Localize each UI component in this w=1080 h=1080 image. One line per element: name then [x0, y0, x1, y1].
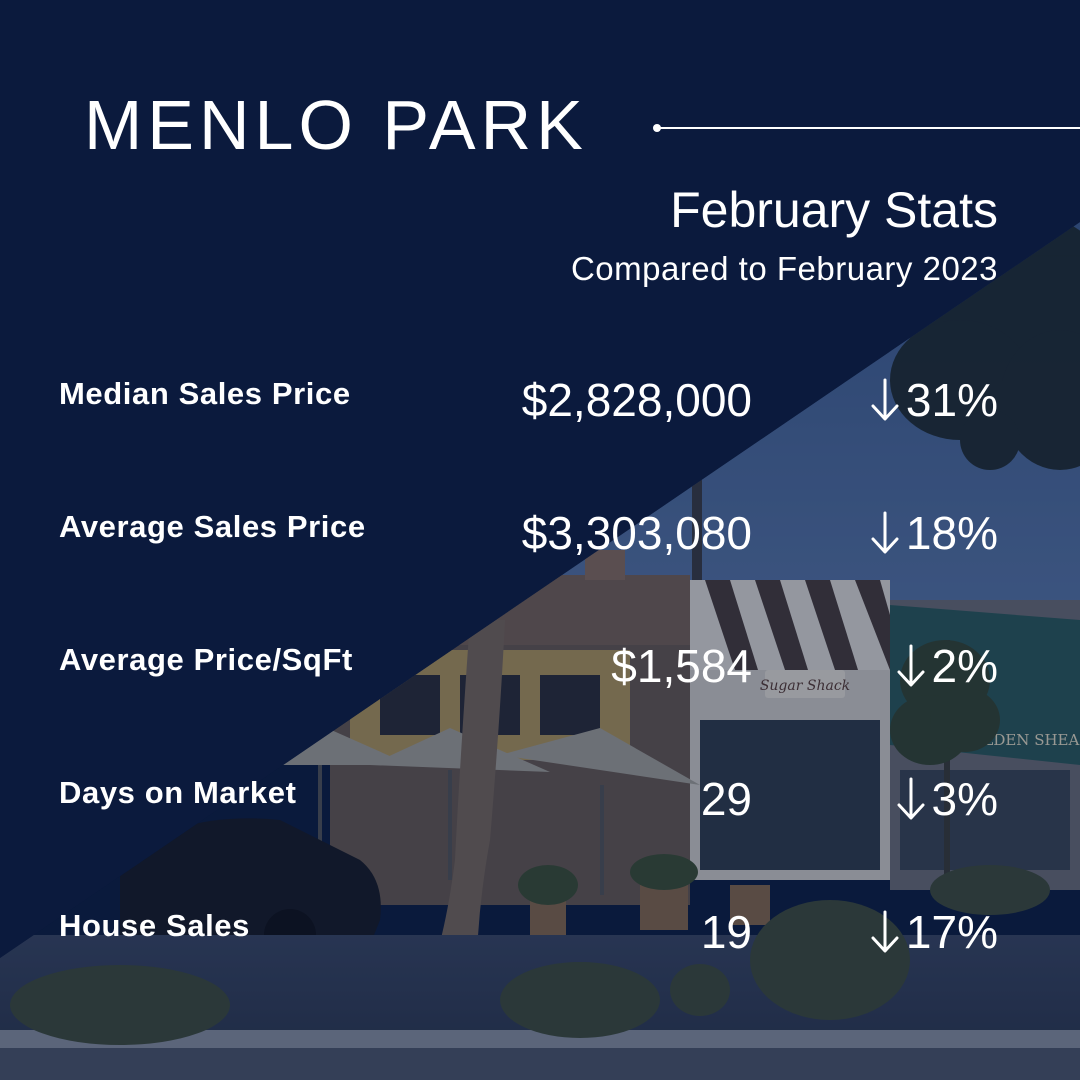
comparison-note: Compared to February 2023 [570, 250, 998, 287]
down-arrow-icon [870, 376, 900, 424]
stat-change: 31% [870, 370, 998, 430]
stat-label: Median Sales Price [59, 376, 351, 411]
stat-change-percent: 3% [931, 773, 998, 825]
down-arrow-icon [896, 642, 926, 690]
stat-row-average-sales-price: Average Sales Price $3,303,080 18% [0, 503, 1080, 573]
stat-value: 29 [700, 773, 752, 825]
stat-row-days-on-market: Days on Market 29 3% [0, 769, 1080, 839]
stat-change: 3% [896, 769, 998, 829]
stat-change-percent: 18% [905, 507, 998, 559]
down-arrow-icon [870, 908, 900, 956]
stat-value: $1,584 [611, 640, 752, 692]
stat-change-percent: 31% [905, 374, 998, 426]
stat-label: Days on Market [59, 775, 297, 810]
stat-label: Average Sales Price [59, 509, 366, 544]
stat-change: 17% [870, 902, 998, 962]
subtitle: February Stats [670, 182, 998, 238]
title-divider-line [656, 127, 1080, 129]
stat-change: 18% [870, 503, 998, 563]
stat-row-average-price-sqft: Average Price/SqFt $1,584 2% [0, 636, 1080, 706]
sugar-shack-sign: Sugar Shack [760, 678, 850, 694]
down-arrow-icon [896, 775, 926, 823]
stat-change: 2% [896, 636, 998, 696]
stat-change-percent: 17% [905, 906, 998, 958]
stat-label: Average Price/SqFt [59, 642, 353, 677]
stat-value: $2,828,000 [521, 374, 752, 426]
stat-change-percent: 2% [931, 640, 998, 692]
stat-row-house-sales: House Sales 19 17% [0, 902, 1080, 972]
down-arrow-icon [870, 509, 900, 557]
stat-label: House Sales [59, 908, 250, 943]
page-title: MENLO PARK [84, 86, 588, 164]
stat-value: $3,303,080 [521, 507, 752, 559]
stat-value: 19 [700, 906, 752, 958]
stat-row-median-sales-price: Median Sales Price $2,828,000 31% [0, 370, 1080, 440]
